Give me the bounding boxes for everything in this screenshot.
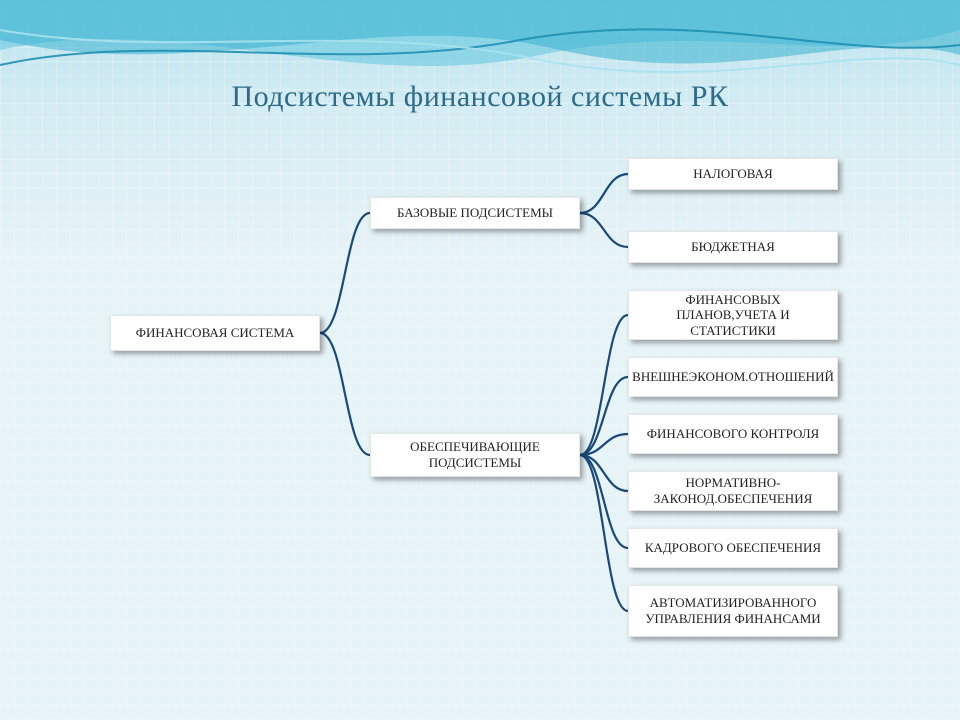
node-base: БАЗОВЫЕ ПОДСИСТЕМЫ [370,197,580,229]
node-budget: БЮДЖЕТНАЯ [628,231,838,263]
edge-base-tax [580,174,628,213]
node-auto: АВТОМАТИЗИРОВАННОГО УПРАВЛЕНИЯ ФИНАНСАМИ [628,585,838,637]
edge-base-budget [580,213,628,247]
edge-root-prov [320,333,370,455]
node-norm: НОРМАТИВНО-ЗАКОНОД.ОБЕСПЕЧЕНИЯ [628,471,838,511]
node-plans: ФИНАНСОВЫХ ПЛАНОВ,УЧЕТА И СТАТИСТИКИ [628,290,838,340]
node-ext: ВНЕШНЕЭКОНОМ.ОТНОШЕНИЙ [628,357,838,397]
node-ctrl: ФИНАНСОВОГО КОНТРОЛЯ [628,414,838,454]
node-hr: КАДРОВОГО ОБЕСПЕЧЕНИЯ [628,528,838,568]
edge-prov-auto [580,455,628,611]
diagram-canvas: ФИНАНСОВАЯ СИСТЕМА БАЗОВЫЕ ПОДСИСТЕМЫ ОБЕС… [0,0,960,720]
node-root: ФИНАНСОВАЯ СИСТЕМА [110,315,320,351]
edge-root-base [320,213,370,333]
node-prov: ОБЕСПЕЧИВАЮЩИЕ ПОДСИСТЕМЫ [370,433,580,477]
node-tax: НАЛОГОВАЯ [628,158,838,190]
